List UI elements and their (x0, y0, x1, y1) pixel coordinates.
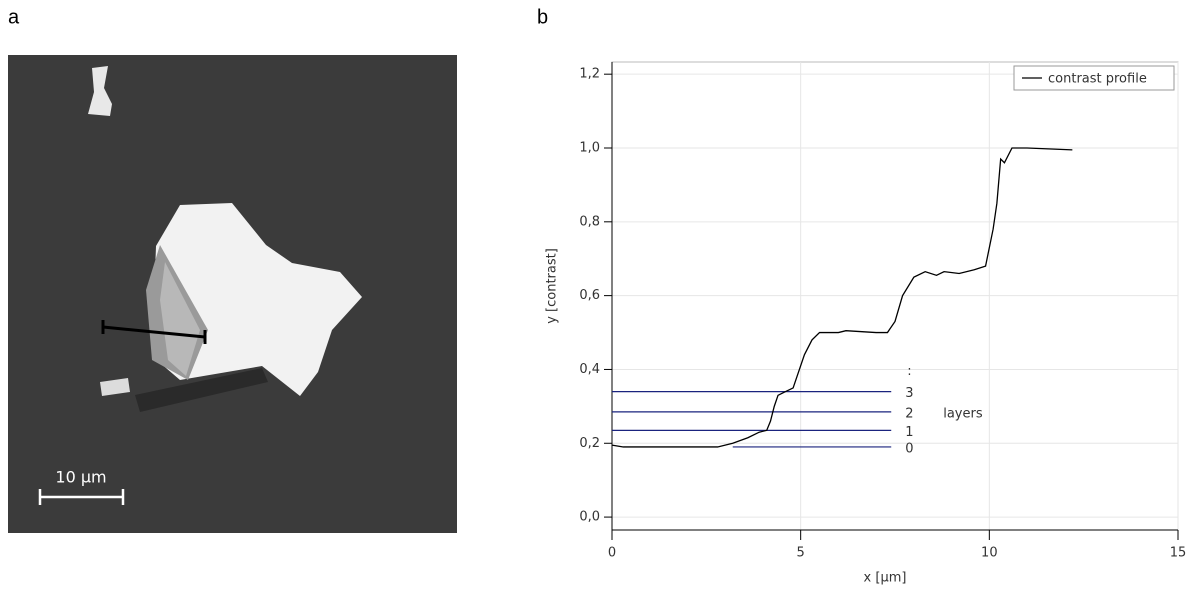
layer-label: 1 (905, 425, 913, 440)
flake (88, 66, 112, 116)
x-tick-label: 0 (608, 546, 616, 561)
layer-label: 3 (905, 386, 913, 401)
flake-step (160, 262, 200, 376)
profile-line (102, 325, 206, 339)
x-axis-label: x [µm] (864, 571, 907, 586)
flake-shadow (135, 368, 268, 412)
y-tick-label: 0,0 (579, 510, 600, 525)
y-tick-label: 0,2 (579, 436, 600, 451)
y-tick-label: 0,4 (579, 362, 600, 377)
data-line (611, 147, 1073, 448)
x-tick-label: 15 (1170, 546, 1186, 561)
x-tick-label: 10 (981, 546, 998, 561)
flake (100, 378, 130, 396)
layers-label: layers (943, 406, 983, 421)
y-axis-label: y [contrast] (545, 248, 560, 324)
y-tick-label: 0,6 (579, 288, 600, 303)
flake (152, 203, 362, 396)
y-tick-label: 0,8 (579, 214, 600, 229)
panel-label: a (8, 6, 20, 28)
legend-label: contrast profile (1048, 72, 1147, 87)
layer-marker: : (907, 364, 911, 379)
layer-label: 2 (905, 406, 913, 421)
x-tick-label: 5 (797, 546, 805, 561)
micrograph: 10 µm (8, 55, 457, 533)
layer-label: 0 (905, 441, 913, 456)
panel-label: b (537, 6, 548, 28)
scale-bar-label: 10 µm (55, 468, 106, 487)
y-tick-label: 1,2 (579, 67, 600, 82)
y-tick-label: 1,0 (579, 140, 600, 155)
